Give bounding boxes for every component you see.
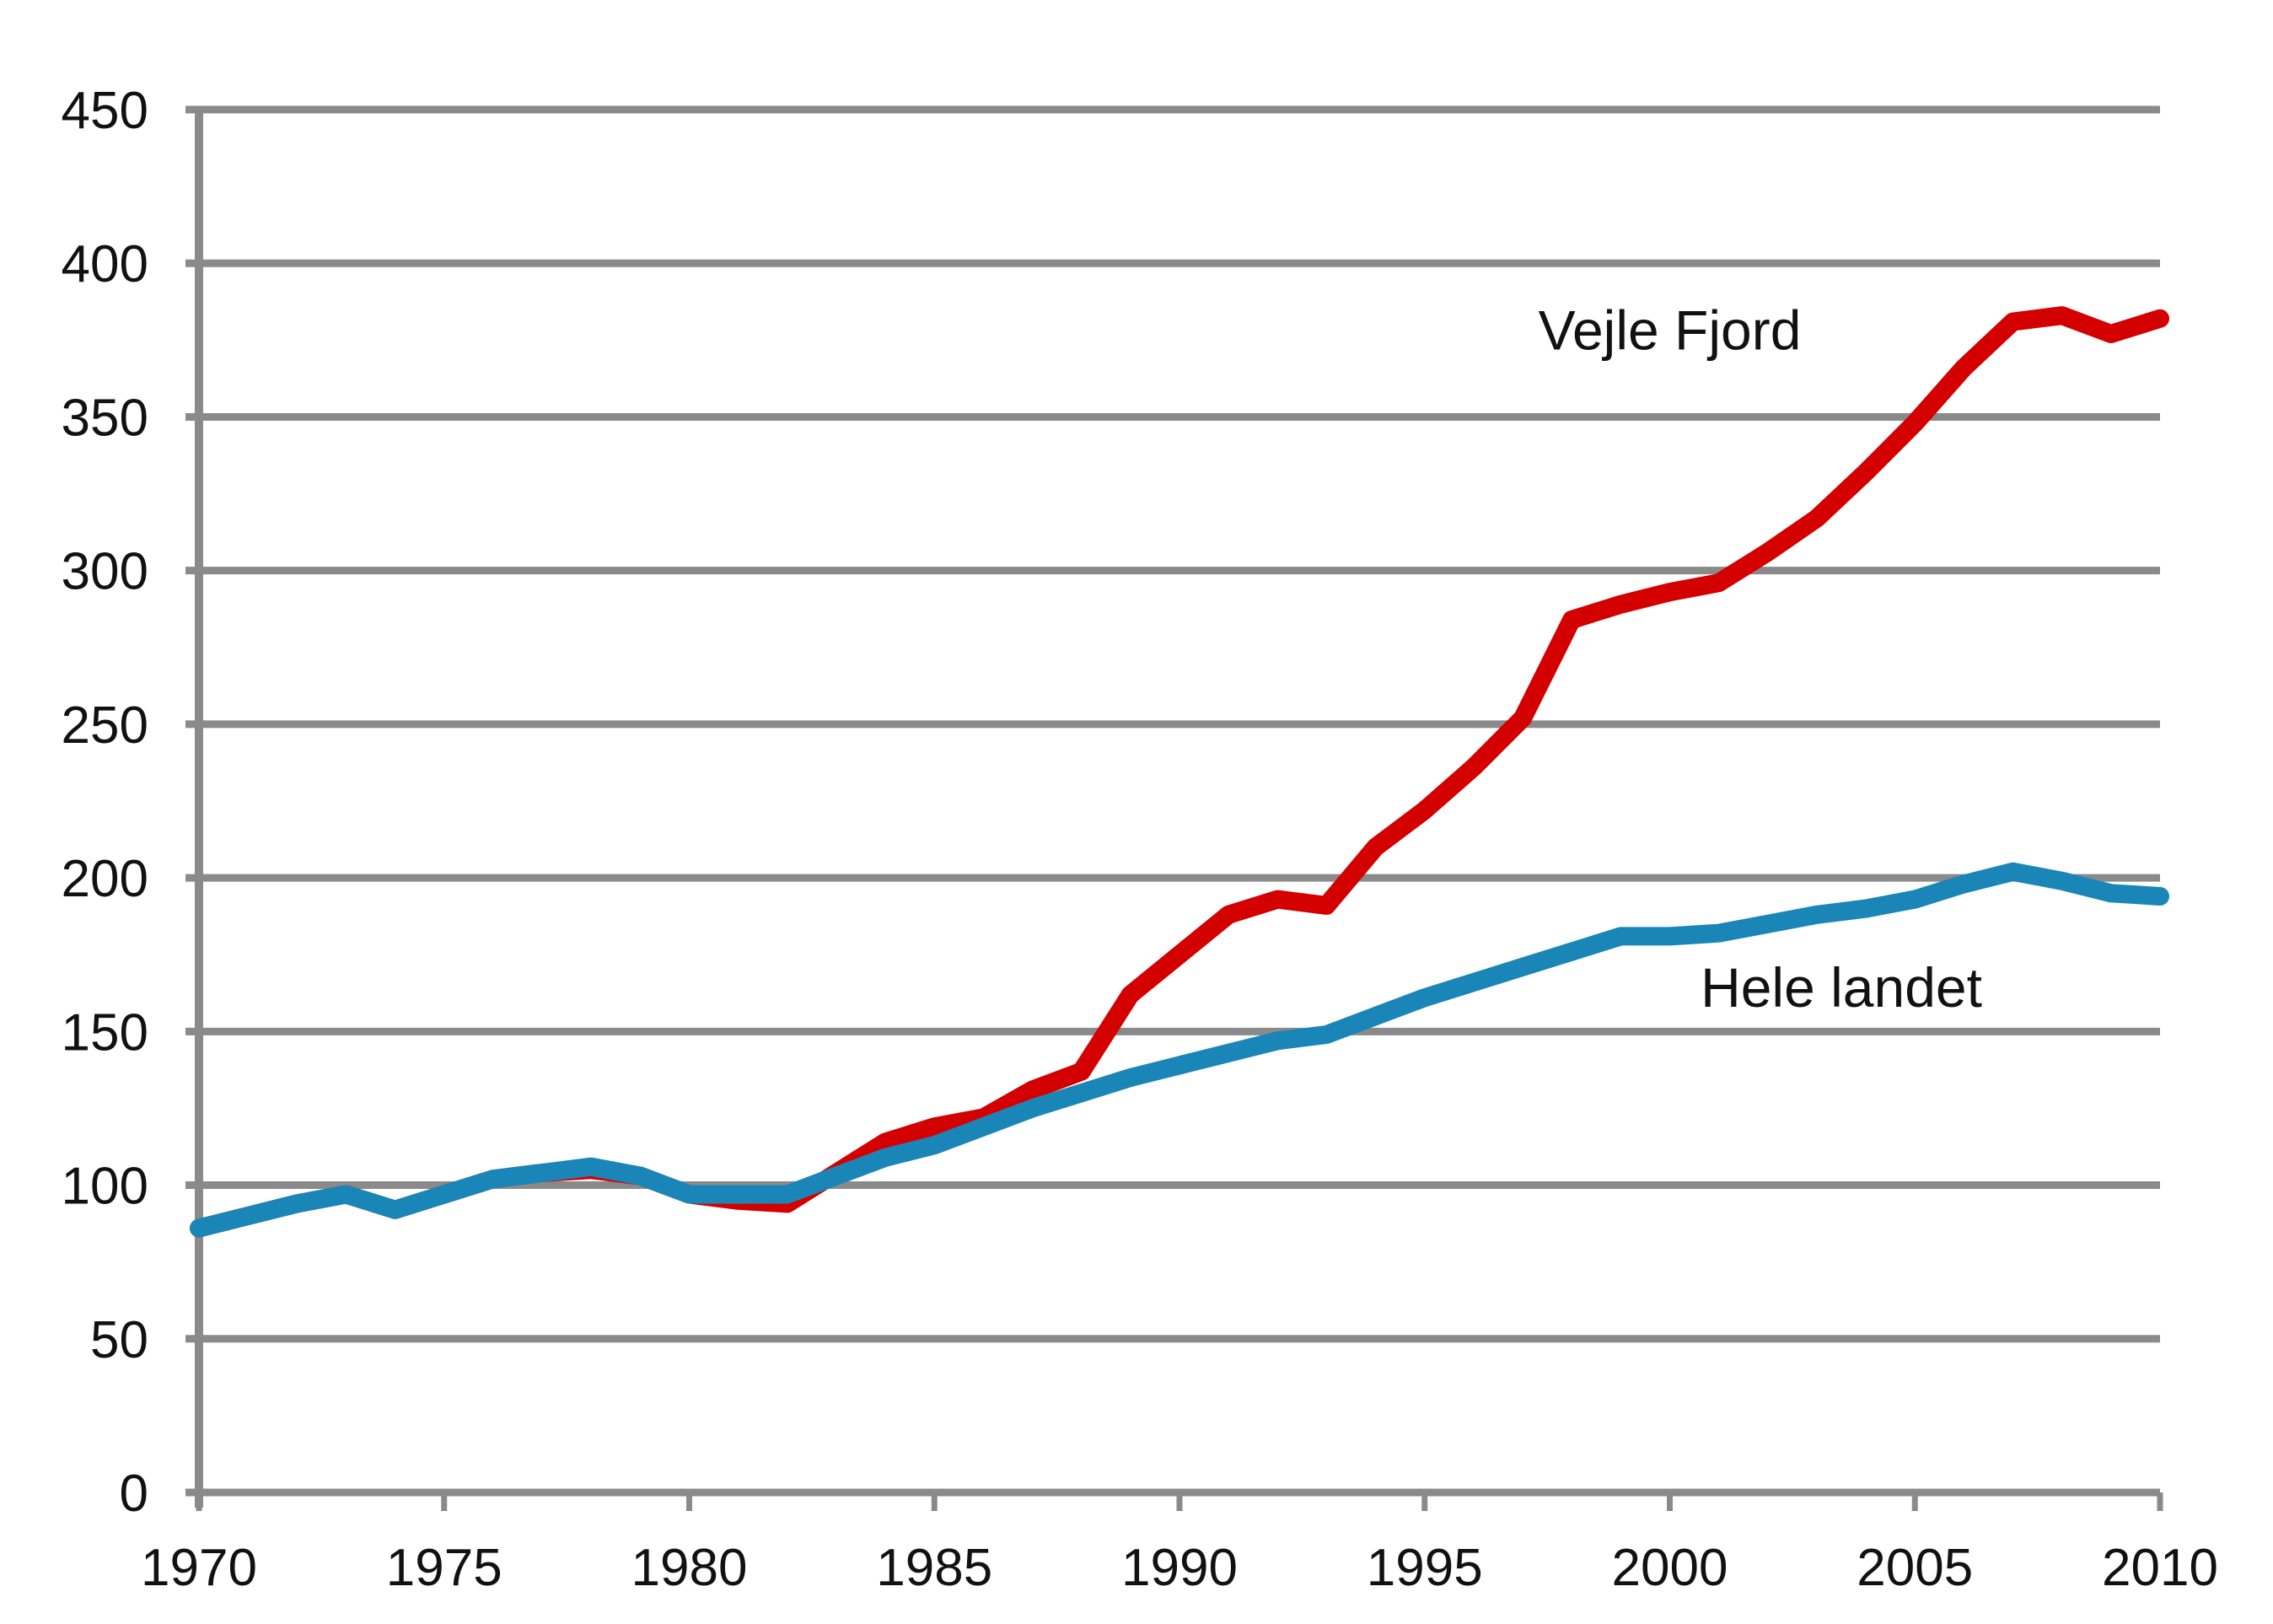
- x-axis-tick-labels: 1970 1975 1980 1985 1990 1995 2000 2005 2010: [141, 1539, 2218, 1597]
- x-tick-label: 2005: [1857, 1539, 1973, 1597]
- y-tick-label: 100: [62, 1158, 148, 1216]
- y-axis-tick-labels: 0 50 100 150 200 250 300 350 400 450: [62, 82, 148, 1523]
- x-tick-label: 2000: [1612, 1539, 1728, 1597]
- y-tick-label: 50: [90, 1311, 148, 1369]
- axes: [195, 110, 2163, 1511]
- y-tick-label: 300: [62, 543, 148, 601]
- y-tick-label: 0: [120, 1465, 148, 1523]
- annotation-hele-landet: Hele landet: [1701, 956, 1982, 1019]
- x-tick-label: 1990: [1121, 1539, 1238, 1597]
- y-tick-label: 250: [62, 696, 148, 755]
- series-line-vejle-fjord: [190, 306, 2169, 1238]
- x-tick-label: 1970: [141, 1539, 257, 1597]
- series-line-hele-landet: [190, 862, 2169, 1238]
- x-tick-label: 1995: [1367, 1539, 1483, 1597]
- gridlines: [185, 105, 2160, 1497]
- x-tick-label: 1985: [876, 1539, 992, 1597]
- x-tick-label: 2010: [2102, 1539, 2218, 1597]
- series-annotations: Vejle Fjord Hele landet: [1539, 298, 1982, 1019]
- data-series: [190, 306, 2169, 1238]
- y-tick-label: 350: [62, 389, 148, 447]
- annotation-vejle-fjord: Vejle Fjord: [1539, 298, 1802, 361]
- x-tick-label: 1975: [386, 1539, 502, 1597]
- y-tick-label: 200: [62, 850, 148, 908]
- y-tick-label: 150: [62, 1003, 148, 1062]
- y-tick-label: 450: [62, 82, 148, 140]
- x-tick-label: 1980: [631, 1539, 748, 1597]
- y-tick-label: 400: [62, 235, 148, 293]
